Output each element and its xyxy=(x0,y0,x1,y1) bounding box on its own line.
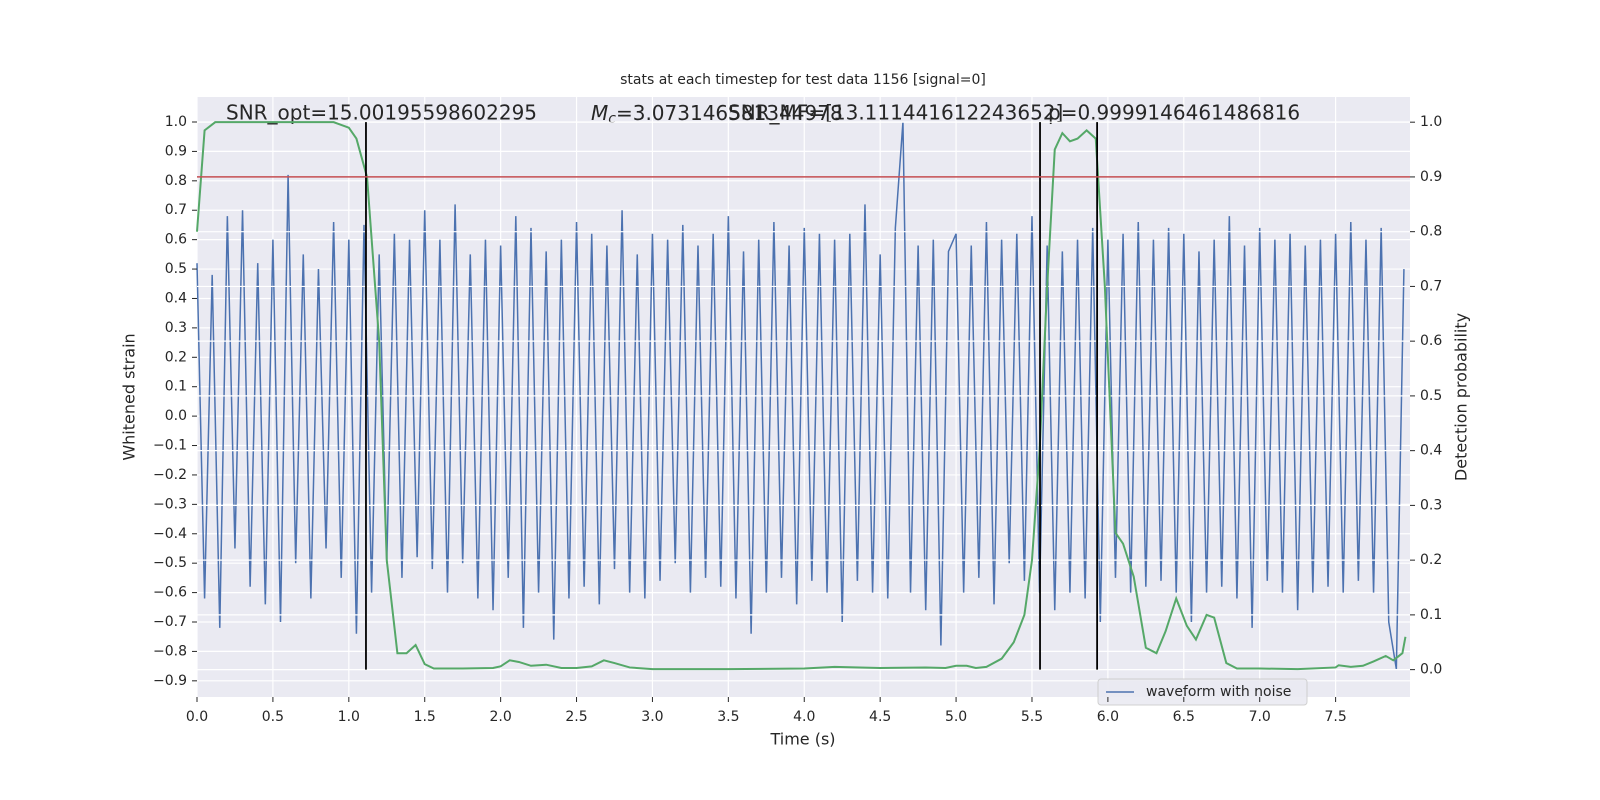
x-tick-label: 0.0 xyxy=(186,709,208,725)
y-tick-label: 0.4 xyxy=(165,290,187,306)
annotation: SNR_opt=15.00195598602295 xyxy=(226,101,537,125)
y-tick-label: −0.7 xyxy=(153,614,187,630)
y2-tick-label: 0.2 xyxy=(1420,552,1442,568)
y-tick-label: 0.9 xyxy=(165,143,187,159)
x-tick-label: 6.0 xyxy=(1097,709,1119,725)
x-tick-label: 3.0 xyxy=(641,709,663,725)
plot-area xyxy=(197,97,1410,697)
y-tick-label: 0.3 xyxy=(165,320,187,336)
y2-tick-label: 0.4 xyxy=(1420,443,1442,459)
x-tick-label: 6.5 xyxy=(1173,709,1195,725)
annotation: Mc=3.073146581344978 xyxy=(591,101,843,128)
y2-tick-label: 0.6 xyxy=(1420,333,1442,349)
legend-label: waveform with noise xyxy=(1146,684,1291,700)
annotation-subscript: c xyxy=(608,111,616,127)
x-tick-label: 4.0 xyxy=(793,709,815,725)
x-tick-label: 2.0 xyxy=(489,709,511,725)
y-tick-label: 0.2 xyxy=(165,349,187,365)
y2-grid xyxy=(197,121,1410,671)
x-tick-label: 2.5 xyxy=(565,709,587,725)
x-tick-label: 7.0 xyxy=(1249,709,1271,725)
x-tick-label: 1.5 xyxy=(414,709,436,725)
annotation: p=0.9999146461486816 xyxy=(1048,101,1300,125)
x-tick-label: 5.0 xyxy=(945,709,967,725)
y-tick-label: −0.5 xyxy=(153,555,187,571)
y2-tick-label: 0.9 xyxy=(1420,169,1442,185)
y-tick-label: −0.6 xyxy=(153,585,187,601)
y-tick-label: 0.6 xyxy=(165,232,187,248)
x-tick-label: 3.5 xyxy=(717,709,739,725)
y-axis-label: Whitened strain xyxy=(120,333,139,460)
y-tick-label: 1.0 xyxy=(165,114,187,130)
y2-tick-label: 0.5 xyxy=(1420,388,1442,404)
annotation: SNR_MF=[13.111441612243652] xyxy=(728,101,1063,125)
legend-box xyxy=(1097,678,1308,706)
x-tick-label: 4.5 xyxy=(869,709,891,725)
y2-tick-label: 0.3 xyxy=(1420,497,1442,513)
y2-tick-label: 0.8 xyxy=(1420,224,1442,240)
y-tick-label: −0.8 xyxy=(153,643,187,659)
x-tick-label: 7.5 xyxy=(1324,709,1346,725)
chart-title: stats at each timestep for test data 115… xyxy=(620,72,986,88)
x-tick-label: 1.0 xyxy=(338,709,360,725)
y2-tick-label: 1.0 xyxy=(1420,114,1442,130)
y-tick-label: 0.5 xyxy=(165,261,187,277)
y-tick-label: −0.9 xyxy=(153,673,187,689)
series-line xyxy=(196,121,1405,670)
y-tick-label: −0.1 xyxy=(153,438,187,454)
x-tick-label: 5.5 xyxy=(1021,709,1043,725)
y2-tick-label: 0.0 xyxy=(1420,662,1442,678)
y-tick-label: −0.4 xyxy=(153,526,187,542)
y-tick-label: −0.2 xyxy=(153,467,187,483)
x-axis-label: Time (s) xyxy=(769,730,835,749)
y2-tick-label: 0.7 xyxy=(1420,278,1442,294)
series-line xyxy=(196,121,1407,671)
y-tick-label: 0.8 xyxy=(165,173,187,189)
y2-axis-label: Detection probability xyxy=(1452,313,1471,481)
y-tick-label: 0.1 xyxy=(165,379,187,395)
y-tick-label: −0.3 xyxy=(153,496,187,512)
x-tick-label: 0.5 xyxy=(262,709,284,725)
annotation-text: =3.073146581344978 xyxy=(616,101,843,125)
legend: waveform with noise xyxy=(1097,678,1308,706)
annotation-symbol: M xyxy=(591,101,608,125)
y2-tick-label: 0.1 xyxy=(1420,607,1442,623)
y-tick-label: 0.7 xyxy=(165,202,187,218)
y-tick-label: 0.0 xyxy=(165,408,187,424)
